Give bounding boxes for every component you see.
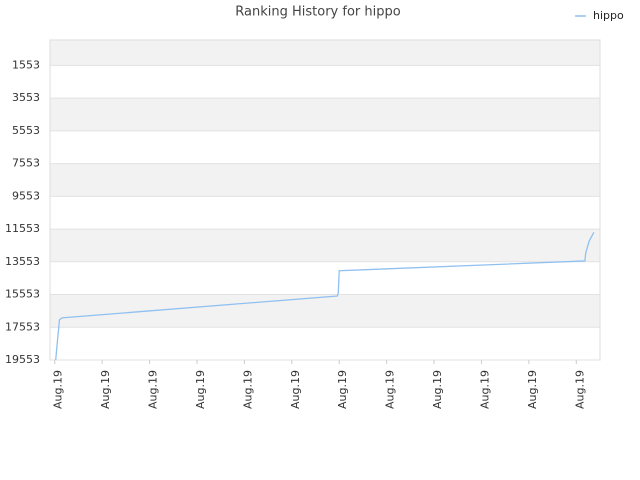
y-tick-label: 19553 <box>5 353 40 366</box>
y-tick-label: 1553 <box>12 58 40 71</box>
band <box>50 294 600 328</box>
y-tick-label: 17553 <box>5 320 40 333</box>
x-tick-label: Aug.19 <box>336 370 349 409</box>
y-tick-label: 11553 <box>5 222 40 235</box>
y-tick-label: 5553 <box>12 124 40 137</box>
x-tick-label: Aug.19 <box>194 370 207 409</box>
band <box>50 163 600 197</box>
y-tick-label: 9553 <box>12 189 40 202</box>
legend-label: hippo <box>593 9 624 22</box>
x-tick-label: Aug.19 <box>241 370 254 409</box>
band <box>50 229 600 262</box>
chart-title: Ranking History for hippo <box>235 5 400 20</box>
x-tick-label: Aug.19 <box>384 370 397 409</box>
x-tick-label: Aug.19 <box>289 370 302 409</box>
x-tick-label: Aug.19 <box>147 370 160 409</box>
x-tick-label: Aug.19 <box>52 370 65 409</box>
band <box>50 98 600 131</box>
y-tick-label: 15553 <box>5 288 40 301</box>
x-tick-label: Aug.19 <box>526 370 539 409</box>
y-tick-label: 7553 <box>12 157 40 170</box>
y-tick-label: 13553 <box>5 255 40 268</box>
x-tick-label: Aug.19 <box>99 370 112 409</box>
x-tick-label: Aug.19 <box>431 370 444 409</box>
band <box>50 40 600 66</box>
x-tick-label: Aug.19 <box>478 370 491 409</box>
y-tick-label: 3553 <box>12 91 40 104</box>
x-tick-label: Aug.19 <box>573 370 586 409</box>
line <box>55 231 595 361</box>
